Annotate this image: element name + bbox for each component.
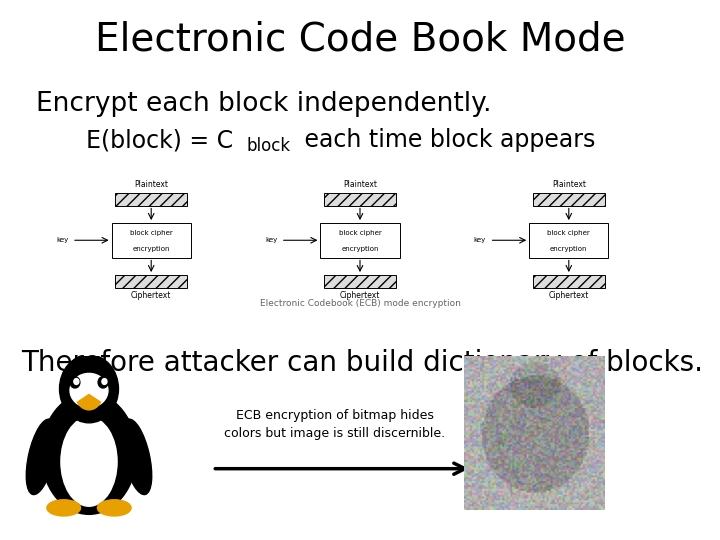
Text: key: key [56, 237, 68, 243]
Text: key: key [265, 237, 277, 243]
Text: Electronic Code Book Mode: Electronic Code Book Mode [95, 21, 625, 59]
Ellipse shape [70, 374, 108, 407]
Text: Electronic Codebook (ECB) mode encryption: Electronic Codebook (ECB) mode encryptio… [260, 299, 460, 308]
Bar [533, 275, 605, 288]
Text: each time block appears: each time block appears [297, 128, 595, 152]
Text: Plaintext: Plaintext [552, 180, 586, 189]
Text: Therefore attacker can build dictionary of blocks.: Therefore attacker can build dictionary … [22, 349, 703, 377]
Circle shape [70, 377, 80, 388]
Bar [115, 275, 187, 288]
Text: Ciphertext: Ciphertext [131, 291, 171, 300]
Text: encryption: encryption [341, 246, 379, 252]
Circle shape [102, 379, 107, 384]
Text: encryption: encryption [550, 246, 588, 252]
Text: block cipher: block cipher [547, 231, 590, 237]
Ellipse shape [47, 500, 81, 516]
Bar [533, 193, 605, 206]
Text: key: key [474, 237, 486, 243]
Ellipse shape [97, 500, 131, 516]
Ellipse shape [26, 419, 56, 495]
Ellipse shape [41, 393, 137, 514]
Text: encryption: encryption [132, 246, 170, 252]
Bar [115, 193, 187, 206]
Text: block cipher: block cipher [338, 231, 382, 237]
Text: Encrypt each block independently.: Encrypt each block independently. [36, 91, 492, 117]
Circle shape [98, 377, 108, 388]
Text: Plaintext: Plaintext [343, 180, 377, 189]
Text: block: block [246, 137, 290, 154]
Bar [324, 193, 396, 206]
Bar [324, 275, 396, 288]
Text: Ciphertext: Ciphertext [549, 291, 589, 300]
Circle shape [74, 379, 79, 384]
Wedge shape [78, 394, 101, 410]
Bar [112, 223, 191, 258]
Bar [320, 223, 400, 258]
Bar [529, 223, 608, 258]
Text: ECB encryption of bitmap hides: ECB encryption of bitmap hides [236, 409, 433, 422]
Text: colors but image is still discernible.: colors but image is still discernible. [224, 427, 446, 440]
Text: Plaintext: Plaintext [134, 180, 168, 189]
Ellipse shape [122, 419, 152, 495]
Text: E(block) = C: E(block) = C [86, 128, 233, 152]
Circle shape [60, 355, 119, 423]
Text: Ciphertext: Ciphertext [340, 291, 380, 300]
Text: block cipher: block cipher [130, 231, 173, 237]
Ellipse shape [61, 417, 117, 507]
